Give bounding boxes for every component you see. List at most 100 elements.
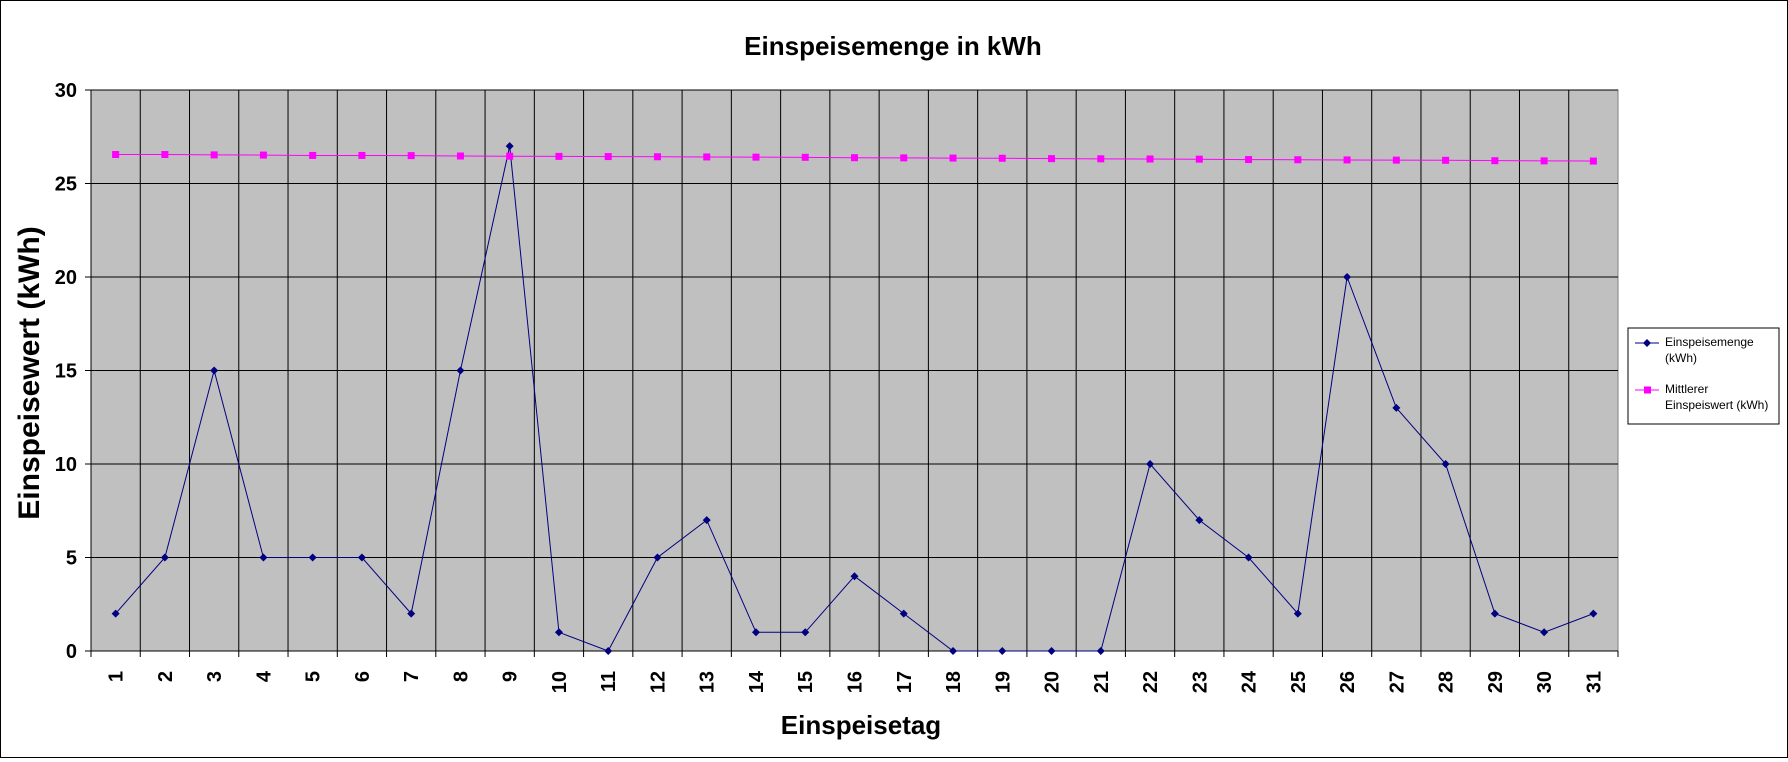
data-point-square [1343, 156, 1351, 164]
x-tick-label: 18 [943, 671, 965, 693]
x-tick-label: 22 [1140, 671, 1162, 693]
data-point-diamond [308, 553, 317, 562]
data-point-square [1146, 155, 1154, 163]
x-tick-label: 6 [352, 671, 374, 682]
data-point-square [506, 152, 514, 160]
x-tick-label: 5 [303, 671, 325, 682]
data-point-square [949, 154, 957, 162]
x-tick-label: 10 [549, 671, 571, 693]
data-point-diamond [1195, 516, 1204, 525]
x-tick-label: 28 [1436, 671, 1458, 693]
data-point-square [1392, 156, 1400, 164]
x-tick-label: 3 [204, 671, 226, 682]
data-point-square [407, 152, 415, 160]
data-point-square [752, 153, 760, 161]
data-point-diamond [653, 553, 662, 562]
data-point-square [604, 153, 612, 161]
data-point-diamond [751, 628, 760, 637]
data-point-diamond [554, 628, 563, 637]
data-point-diamond [850, 572, 859, 581]
data-point-diamond [1244, 553, 1253, 562]
x-axis-label: Einspeisetag [781, 710, 941, 740]
data-point-square [851, 154, 858, 162]
x-tick-label: 9 [500, 671, 522, 682]
data-point-square [1589, 157, 1597, 165]
data-point-square [1195, 155, 1203, 163]
x-tick-label: 14 [746, 670, 768, 693]
data-point-square [112, 151, 120, 159]
data-point-diamond [1441, 460, 1450, 468]
legend-box [1627, 327, 1780, 425]
x-tick-label: 4 [253, 670, 275, 682]
x-tick-label: 7 [401, 671, 423, 682]
y-tick-label: 0 [66, 641, 77, 663]
x-tick-label: 20 [1042, 671, 1064, 693]
legend-swatch-marker [1644, 386, 1651, 394]
x-tick-label: 13 [697, 671, 719, 693]
data-point-diamond [1146, 460, 1155, 468]
x-tick-label: 21 [1091, 671, 1113, 693]
series-layer [111, 142, 1598, 655]
data-point-diamond [1047, 647, 1056, 655]
x-tick-label: 17 [894, 671, 916, 693]
data-point-diamond [998, 647, 1007, 655]
legend: Einspeisemenge (kWh) Mittlerer Einspeiswert… [1627, 327, 1780, 425]
y-tick-label: 20 [55, 267, 77, 289]
data-point-diamond [160, 553, 169, 562]
data-point-square [900, 154, 908, 162]
data-point-diamond [1293, 609, 1302, 618]
x-tick-label: 1 [106, 671, 128, 682]
legend-label: Einspeisemenge [1665, 335, 1754, 349]
x-tick-label: 11 [598, 671, 620, 692]
data-point-square [1245, 156, 1253, 164]
data-point-square [703, 153, 711, 161]
data-point-diamond [111, 609, 120, 618]
data-point-square [555, 152, 563, 160]
data-point-diamond [899, 609, 908, 618]
chart-title: Einspeisemenge in kWh [744, 31, 1042, 61]
x-tick-label: 31 [1583, 671, 1605, 693]
data-point-diamond [1490, 609, 1499, 618]
data-point-diamond [1392, 403, 1401, 412]
x-tick-label: 29 [1485, 671, 1507, 693]
x-tick-label: 15 [795, 671, 817, 693]
data-point-diamond [1540, 628, 1549, 637]
legend-swatch-marker [1643, 339, 1651, 347]
data-point-diamond [505, 142, 514, 151]
data-point-square [1097, 155, 1105, 163]
x-tick-label: 25 [1288, 671, 1310, 693]
data-point-diamond [259, 553, 268, 562]
data-point-diamond [210, 366, 219, 375]
data-point-diamond [604, 647, 613, 655]
data-point-square [1294, 156, 1302, 164]
data-point-square [1491, 157, 1499, 165]
data-point-square [161, 151, 169, 159]
x-tick-label: 30 [1534, 671, 1556, 693]
y-tick-label: 15 [55, 361, 77, 383]
x-tick-label: 12 [647, 671, 669, 693]
y-tick-label: 5 [66, 548, 77, 570]
y-tick-label: 25 [55, 174, 77, 196]
data-point-diamond [702, 516, 711, 525]
y-tick-label: 10 [55, 454, 77, 476]
data-point-diamond [949, 647, 958, 655]
data-point-diamond [1589, 609, 1598, 618]
data-point-square [653, 153, 661, 161]
x-tick-label: 23 [1189, 671, 1211, 693]
y-axis-label: Einspeisewert (kWh) [13, 226, 46, 519]
legend-label: Einspeiswert (kWh) [1665, 398, 1768, 412]
data-point-diamond [1343, 273, 1352, 281]
data-point-square [358, 151, 366, 159]
data-point-square [998, 154, 1006, 162]
y-tick-label: 30 [55, 80, 77, 102]
legend-label: Mittlerer [1665, 382, 1708, 396]
data-point-diamond [1096, 647, 1105, 655]
x-tick-label: 16 [845, 671, 867, 693]
data-point-square [210, 151, 218, 159]
data-point-square [309, 151, 317, 159]
x-tick-label: 27 [1386, 671, 1408, 693]
legend-label: (kWh) [1665, 351, 1697, 365]
